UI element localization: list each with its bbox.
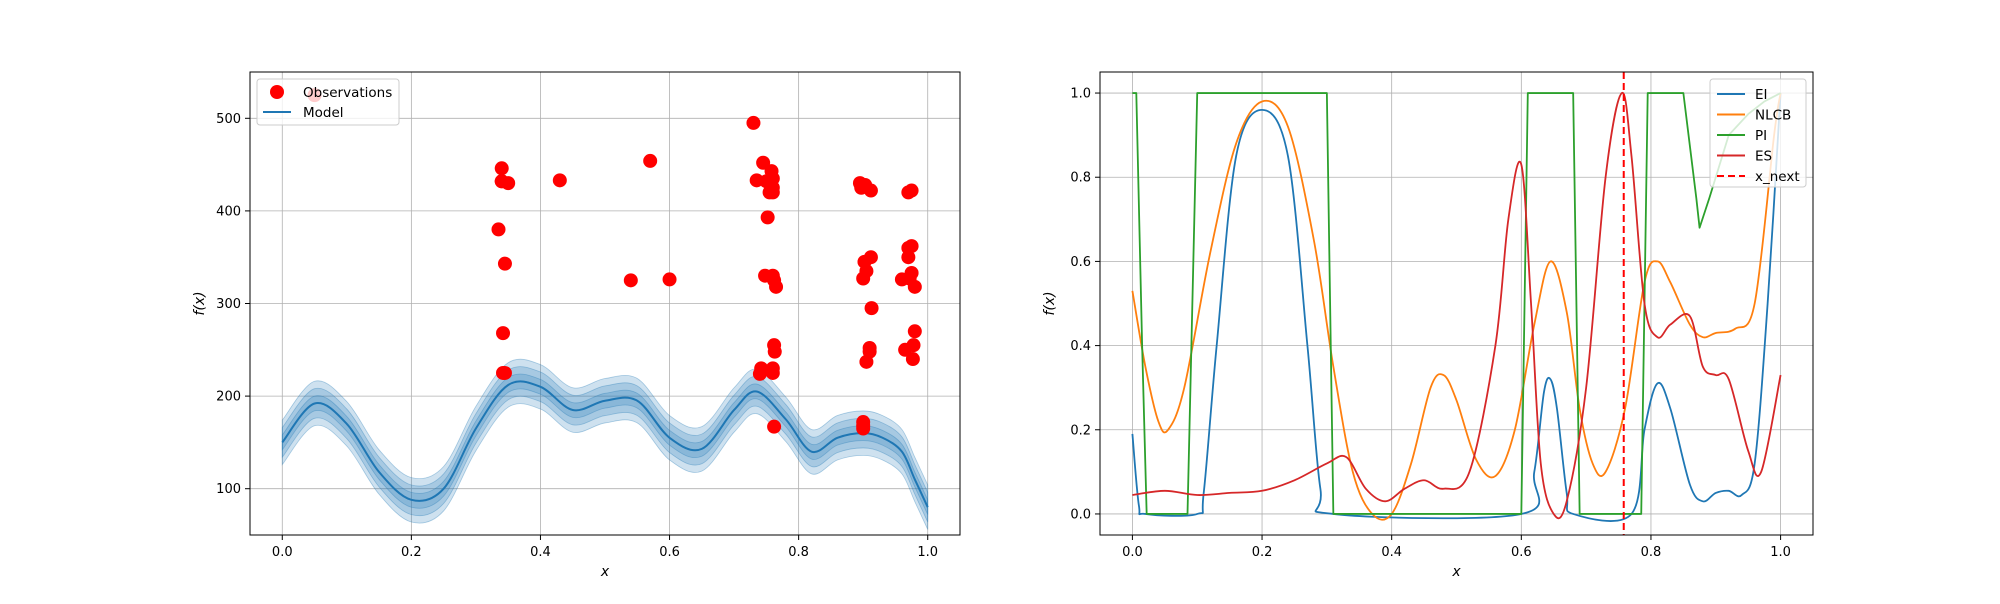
y-tick-label: 300: [216, 297, 241, 312]
observation-point: [767, 344, 782, 359]
y-tick-label: 1.0: [1070, 87, 1091, 102]
x-tick-label: 0.8: [1641, 545, 1662, 560]
x-tick-label: 0.4: [530, 545, 551, 560]
y-axis-label: f(x): [192, 291, 208, 315]
legend: EI NLCB PI ES x_next: [1709, 78, 1807, 188]
x-tick-label: 0.0: [1122, 545, 1143, 560]
right-plot: 0.0 0.2 0.4 0.6 0.8 1.0 0.0 0.2 0.4 0.6 0.8 1.0 x f(x…: [1042, 71, 1814, 580]
observation-point: [496, 326, 511, 341]
observation-point: [904, 183, 919, 198]
observation-point: [904, 239, 919, 254]
observation-point: [643, 153, 658, 168]
observation-point: [906, 338, 921, 353]
x-tick-label: 0.6: [1511, 545, 1532, 560]
x-tick-label: 0.2: [401, 545, 422, 560]
confidence-band: [281, 366, 929, 523]
legend-label-nlcb: NLCB: [1755, 108, 1791, 124]
legend-label-x_next: x_next: [1755, 169, 1800, 185]
observation-point: [496, 365, 511, 380]
observation-point: [760, 210, 775, 225]
observation-point: [623, 273, 638, 288]
x-tick-label: 1.0: [1770, 545, 1791, 560]
y-tick-label: 0.8: [1070, 171, 1091, 186]
observation-point: [765, 185, 780, 200]
observation-point: [765, 171, 780, 186]
series-line-pi: [1132, 92, 1782, 515]
legend-label-ei: EI: [1755, 87, 1768, 103]
x-tick-label: 1.0: [917, 545, 938, 560]
y-tick-label: 0.2: [1070, 423, 1091, 438]
observation-point: [491, 222, 506, 237]
observation-point: [905, 352, 920, 367]
observation-point: [863, 250, 878, 265]
x-tick-label: 0.8: [788, 545, 809, 560]
confidence-band: [281, 373, 929, 515]
observation-point: [907, 324, 922, 339]
confidence-band: [281, 358, 929, 530]
observation-point: [764, 364, 779, 379]
legend: Observations Model: [256, 78, 400, 126]
observation-point: [497, 256, 512, 271]
y-tick-label: 100: [216, 482, 241, 497]
x-tick-label: 0.4: [1381, 545, 1402, 560]
observation-point: [767, 419, 782, 434]
observation-point: [769, 279, 784, 294]
x-tick-label: 0.6: [659, 545, 680, 560]
legend-label-es: ES: [1755, 149, 1772, 165]
legend-box: [256, 78, 400, 126]
observation-point: [862, 340, 877, 355]
observation-point: [494, 174, 509, 189]
observation-point: [864, 301, 879, 316]
y-tick-label: 0.4: [1070, 339, 1091, 354]
observation-point: [863, 183, 878, 198]
plot-area: [1131, 72, 1782, 535]
legend-label-pi: PI: [1755, 128, 1767, 144]
x-tick-label: 0.0: [272, 545, 293, 560]
left-plot: 0.0 0.2 0.4 0.6 0.8 1.0 100 200 300 400 500 x f(x) Ob…: [192, 71, 961, 580]
series-line-es: [1132, 92, 1782, 520]
legend-label-model: Model: [303, 105, 344, 121]
x-axis-label: x: [600, 564, 610, 580]
legend-marker-observations: [270, 85, 284, 99]
observation-point: [901, 250, 916, 265]
observation-point: [907, 279, 922, 294]
observation-point: [856, 421, 871, 436]
observation-point: [904, 265, 919, 280]
plot-frame: [1099, 71, 1814, 536]
y-tick-label: 0.6: [1070, 255, 1091, 270]
observation-point: [552, 173, 567, 188]
y-tick-label: 0.0: [1070, 507, 1091, 522]
plot-area: [281, 88, 929, 530]
observation-point: [746, 115, 761, 130]
observation-point: [662, 272, 677, 287]
y-axis-label: f(x): [1042, 291, 1058, 315]
series-line-ei: [1131, 92, 1782, 522]
x-axis-label: x: [1451, 564, 1461, 580]
observation-point: [859, 264, 874, 279]
observation-point: [494, 161, 509, 176]
legend-label-observations: Observations: [303, 85, 392, 101]
y-tick-label: 200: [216, 390, 241, 405]
legend-box: [1709, 78, 1807, 188]
x-tick-label: 0.2: [1252, 545, 1273, 560]
series-line-nlcb: [1131, 92, 1782, 521]
y-tick-label: 400: [216, 204, 241, 219]
y-tick-label: 500: [216, 112, 241, 127]
